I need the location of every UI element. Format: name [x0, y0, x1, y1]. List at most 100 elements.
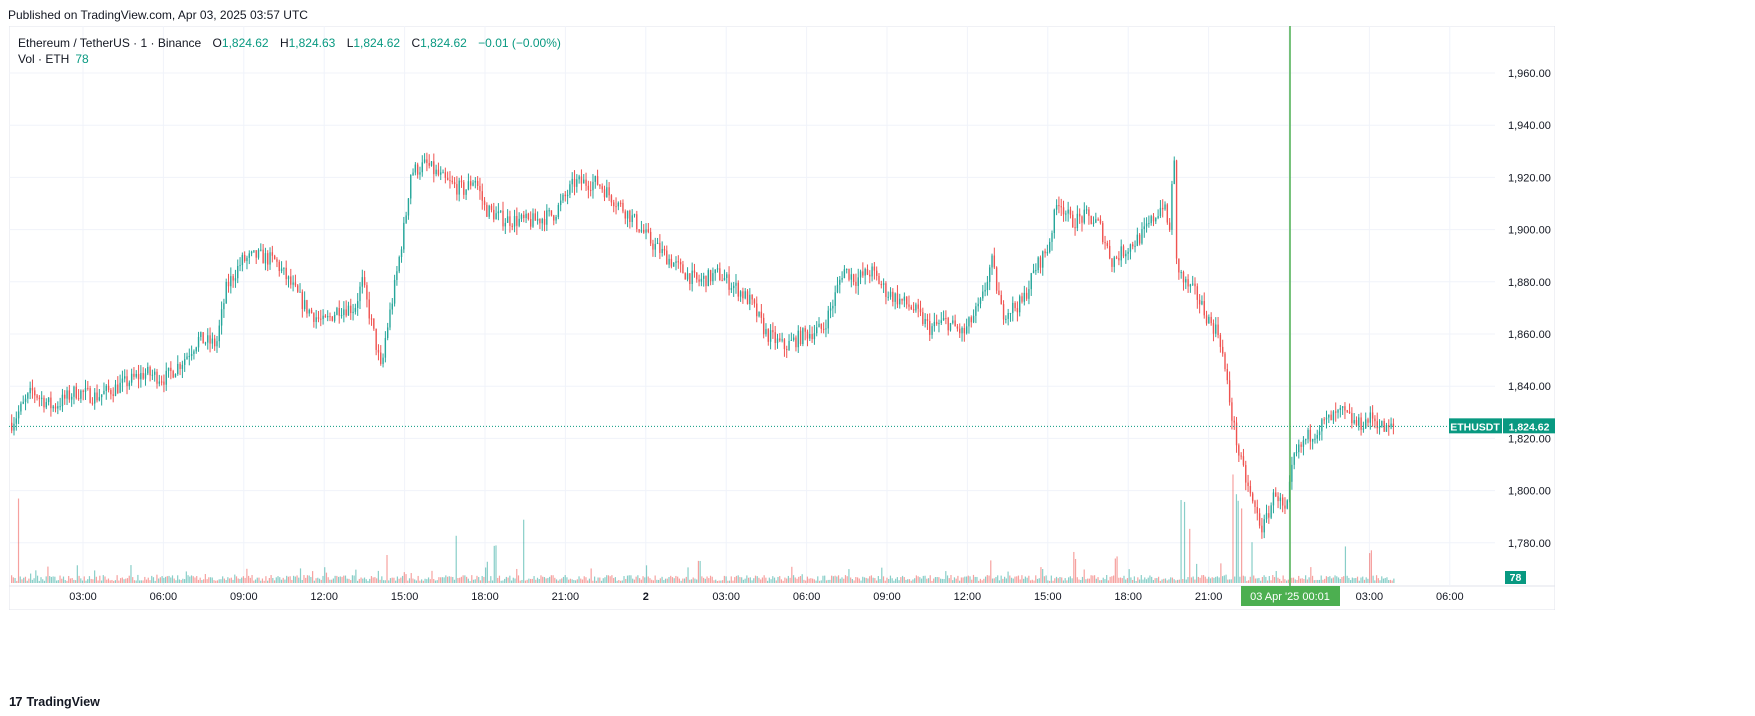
volume-bar: [1007, 571, 1009, 583]
candle-body: [910, 306, 912, 310]
volume-bar: [732, 580, 734, 583]
volume-bar: [388, 580, 390, 583]
volume-bar: [331, 579, 333, 583]
candle-body: [467, 181, 470, 190]
volume-bar: [1185, 579, 1187, 583]
candle-body: [1300, 444, 1302, 447]
candle-body: [806, 331, 809, 339]
volume-bar: [592, 580, 594, 583]
candle-body: [1235, 422, 1238, 446]
volume-bar: [739, 577, 741, 583]
volume-bar: [673, 578, 675, 583]
volume-bar: [1239, 576, 1241, 583]
volume-bar: [142, 580, 144, 583]
candle-body: [1279, 497, 1282, 502]
chart-area[interactable]: 1,780.00 1,800.00 1,820.00 1,840.00 1,860.00…: [9, 26, 1555, 610]
candle-body: [989, 267, 991, 282]
volume-bar: [530, 578, 532, 583]
candle-body: [1228, 380, 1231, 403]
candle-body: [649, 231, 652, 244]
volume-bar: [773, 577, 776, 583]
candle-body: [124, 376, 126, 379]
candle-body: [15, 418, 17, 424]
volume-bar: [26, 580, 28, 583]
volume-bar: [177, 575, 179, 583]
volume-bar: [1068, 577, 1070, 583]
candle-body: [435, 169, 437, 175]
volume-bar: [1047, 580, 1049, 583]
volume-bar: [381, 576, 383, 583]
candle-body: [901, 298, 903, 301]
volume-bar: [587, 580, 589, 583]
candle-body: [490, 205, 493, 210]
candle-body: [181, 364, 184, 369]
candle-body: [703, 275, 705, 279]
candle-body: [476, 181, 479, 186]
volume-bar: [329, 579, 331, 583]
candle-body: [1122, 246, 1125, 257]
volume-bar: [467, 578, 469, 583]
candle-body: [347, 305, 350, 316]
tradingview-brand[interactable]: 17 TradingView: [9, 694, 100, 709]
candle-body: [1355, 420, 1358, 426]
volume-bar: [547, 577, 549, 583]
volume-bar: [324, 567, 326, 583]
candle-body: [1298, 444, 1300, 453]
candle-body: [465, 189, 467, 195]
volume-bar: [403, 572, 405, 583]
candle-body: [1231, 402, 1233, 421]
volume-bar: [1356, 576, 1359, 583]
volume-bar: [756, 576, 758, 583]
volume-bar: [661, 576, 663, 583]
volume-bar: [888, 578, 890, 583]
volume-bar: [315, 578, 317, 583]
candle-body: [1076, 213, 1079, 229]
candle-body: [20, 403, 22, 412]
volume-bar: [102, 575, 104, 583]
volume-bar: [289, 576, 291, 583]
volume-bar: [1087, 578, 1089, 583]
candle-body: [949, 323, 952, 331]
volume-bar: [635, 576, 637, 583]
candle-body: [472, 182, 474, 186]
volume-bar: [427, 577, 430, 583]
volume-bar: [237, 578, 239, 583]
candle-body: [998, 290, 1000, 296]
volume-bar: [1256, 578, 1258, 583]
volume-bar: [1004, 576, 1006, 583]
volume-bar: [460, 576, 462, 583]
volume-bar: [1299, 578, 1302, 583]
volume-bar: [234, 574, 236, 583]
volume-bar: [1232, 474, 1234, 583]
volume-bars: [11, 474, 1395, 583]
volume-bar: [260, 580, 262, 583]
candle-body: [156, 371, 158, 384]
volume-bar: [671, 577, 674, 583]
candle-body: [661, 248, 663, 253]
candle-body: [220, 309, 223, 326]
candle-body: [783, 339, 786, 350]
candle-body: [458, 180, 460, 195]
candle-body: [343, 309, 345, 316]
volume-bar: [1360, 577, 1362, 583]
candle-body: [382, 357, 384, 364]
candle-body: [1247, 482, 1249, 487]
x-tick-label: 18:00: [1114, 591, 1142, 603]
volume-bar: [1237, 500, 1239, 583]
candle-body: [103, 390, 105, 395]
last-price-text: 1,824.62: [1509, 421, 1550, 433]
candle-body: [486, 204, 488, 217]
volume-bar: [543, 577, 546, 583]
volume-legend[interactable]: Vol · ETH 78: [18, 52, 89, 66]
y-tick-label: 1,820.00: [1508, 433, 1551, 445]
volume-bar: [31, 579, 33, 583]
candle-body: [675, 261, 677, 263]
candle-body: [495, 213, 497, 220]
volume-bar: [568, 579, 570, 583]
volume-bar: [23, 577, 25, 583]
symbol-legend[interactable]: Ethereum / TetherUS · 1 · Binance O1,824…: [18, 36, 561, 50]
volume-bar: [936, 576, 938, 583]
y-tick-label: 1,840.00: [1508, 381, 1551, 393]
volume-bar: [414, 579, 416, 583]
volume-bar: [839, 578, 841, 583]
